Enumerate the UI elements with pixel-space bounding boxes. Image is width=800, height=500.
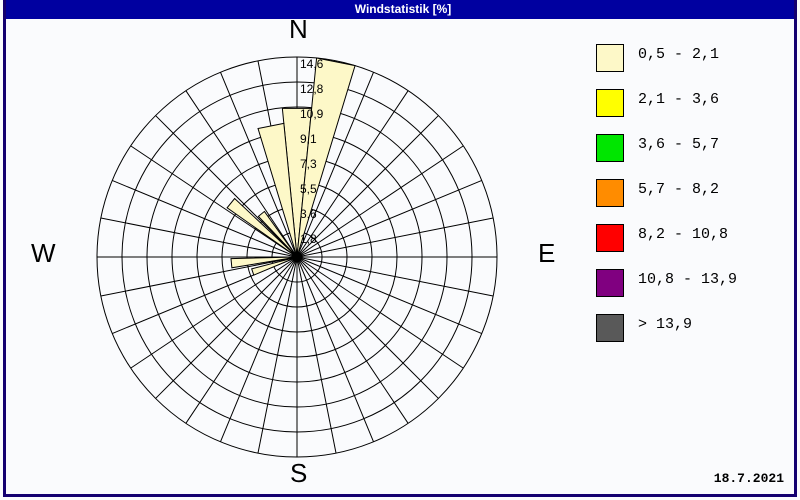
svg-text:9,1: 9,1: [300, 132, 317, 146]
svg-text:3,6: 3,6: [300, 207, 317, 221]
svg-text:10,9: 10,9: [300, 107, 324, 121]
svg-text:12,8: 12,8: [300, 82, 324, 96]
svg-text:7,3: 7,3: [300, 157, 317, 171]
svg-text:14,6: 14,6: [300, 57, 324, 71]
svg-text:5,5: 5,5: [300, 182, 317, 196]
svg-text:1,8: 1,8: [300, 232, 317, 246]
